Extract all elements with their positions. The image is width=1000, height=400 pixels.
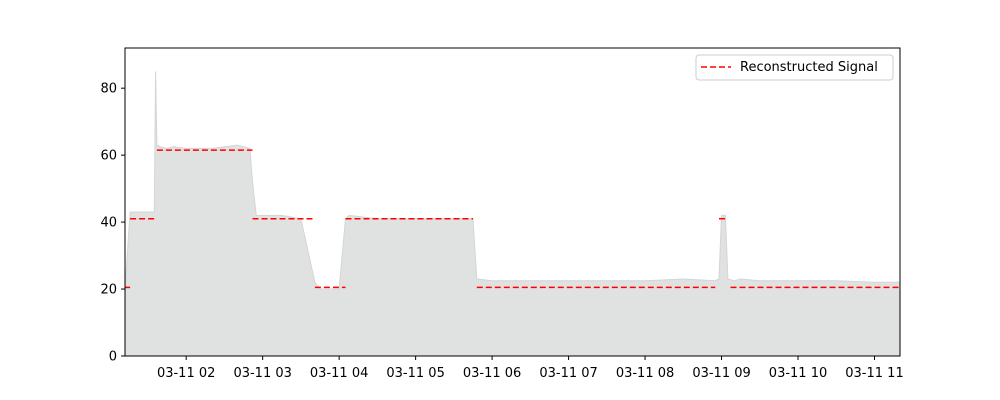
legend-box (695, 54, 894, 81)
y-tick-label: 40 (100, 216, 117, 231)
axes-frame (124, 47, 901, 357)
x-tick-label: 03-11 10 (769, 366, 827, 381)
x-tick-label: 03-11 05 (386, 366, 444, 381)
x-tick-label: 03-11 09 (692, 366, 750, 381)
x-axis: 03-11 02 03-11 03 03-11 04 03-11 05 03-11 06… (157, 356, 904, 381)
x-tick-label: 03-11 08 (616, 366, 674, 381)
plot-area (124, 71, 901, 357)
y-axis: 0 20 40 60 80 (100, 82, 125, 365)
legend-label-reconstructed-signal: Reconstructed Signal (740, 60, 878, 75)
x-tick-label: 03-11 11 (845, 366, 903, 381)
y-tick-label: 60 (100, 149, 117, 164)
y-tick-label: 20 (100, 283, 117, 298)
x-tick-label: 03-11 02 (157, 366, 215, 381)
x-tick-label: 03-11 04 (310, 366, 368, 381)
x-tick-label: 03-11 06 (463, 366, 521, 381)
legend: Reconstructed Signal (695, 54, 894, 81)
y-tick-label: 0 (109, 350, 117, 365)
x-tick-label: 03-11 03 (233, 366, 291, 381)
x-tick-label: 03-11 07 (539, 366, 597, 381)
y-tick-label: 80 (100, 82, 117, 97)
